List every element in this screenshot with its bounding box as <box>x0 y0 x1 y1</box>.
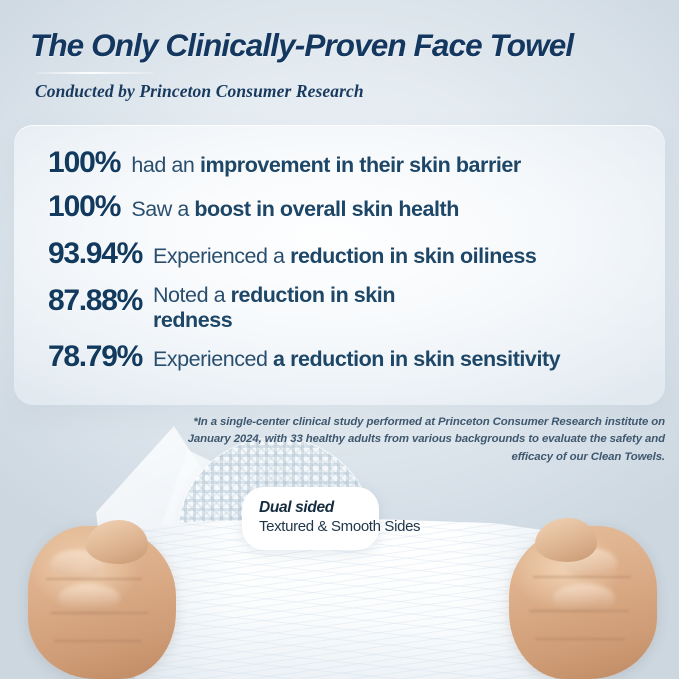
stat-percent: 87.88% <box>48 284 143 317</box>
stat-emphasis: reduction in skin oiliness <box>290 244 537 268</box>
stat-lead: had an <box>131 153 200 177</box>
thumb <box>535 518 597 562</box>
stat-lead: Saw a <box>131 197 195 221</box>
finger-crease <box>533 576 631 578</box>
right-hand <box>509 518 657 679</box>
knuckle <box>58 584 120 612</box>
stat-row: 100% Saw a boost in overall skin health <box>48 189 649 225</box>
statistics-card: 100% had an improvement in their skin ba… <box>14 125 665 405</box>
stat-row: 100% had an improvement in their skin ba… <box>48 145 649 181</box>
stat-description: Noted a reduction in skin redness <box>153 283 423 333</box>
stat-row: 78.79% Experienced a reduction in skin s… <box>48 339 649 375</box>
stat-percent: 100% <box>48 146 121 179</box>
finger-crease <box>50 612 148 614</box>
stat-percent: 100% <box>48 190 121 223</box>
finger-crease <box>535 638 625 640</box>
header: The Only Clinically-Proven Face Towel Co… <box>0 0 679 102</box>
left-hand <box>28 520 176 679</box>
stat-row: 87.88% Noted a reduction in skin redness <box>48 283 649 333</box>
stat-description: Saw a boost in overall skin health <box>131 197 459 223</box>
callout-title: Dual sided <box>259 499 334 516</box>
stat-emphasis: a reduction in skin sensitivity <box>273 347 561 371</box>
study-disclaimer: *In a single-center clinical study perfo… <box>187 416 665 463</box>
knuckle <box>553 584 615 612</box>
callout-subtitle: Textured & Smooth Sides <box>259 518 421 536</box>
stat-description: Experienced a reduction in skin sensitiv… <box>152 347 561 373</box>
stat-description: had an improvement in their skin barrier <box>131 153 521 179</box>
title-divider <box>36 72 154 75</box>
stat-emphasis: reduction in skin redness <box>152 283 396 332</box>
page-title: The Only Clinically-Proven Face Towel <box>30 27 574 63</box>
finger-crease <box>54 640 142 642</box>
stat-emphasis: boost in overall skin health <box>194 197 459 221</box>
finger-crease <box>46 578 142 580</box>
finger-crease <box>529 610 629 612</box>
stat-description: Experienced a reduction in skin oiliness <box>152 244 537 270</box>
stat-emphasis: improvement in their skin barrier <box>199 153 521 177</box>
stat-lead: Noted a <box>152 283 231 307</box>
thumb <box>86 520 148 564</box>
stat-percent: 93.94% <box>48 237 143 270</box>
stat-percent: 78.79% <box>48 340 143 373</box>
subtitle: Conducted by Princeton Consumer Research <box>35 81 364 102</box>
stat-lead: Experienced <box>152 347 274 371</box>
dual-sided-callout: Dual sided Textured & Smooth Sides <box>242 487 421 550</box>
stat-lead: Experienced a <box>152 244 291 268</box>
stat-row: 93.94% Experienced a reduction in skin o… <box>48 236 649 272</box>
